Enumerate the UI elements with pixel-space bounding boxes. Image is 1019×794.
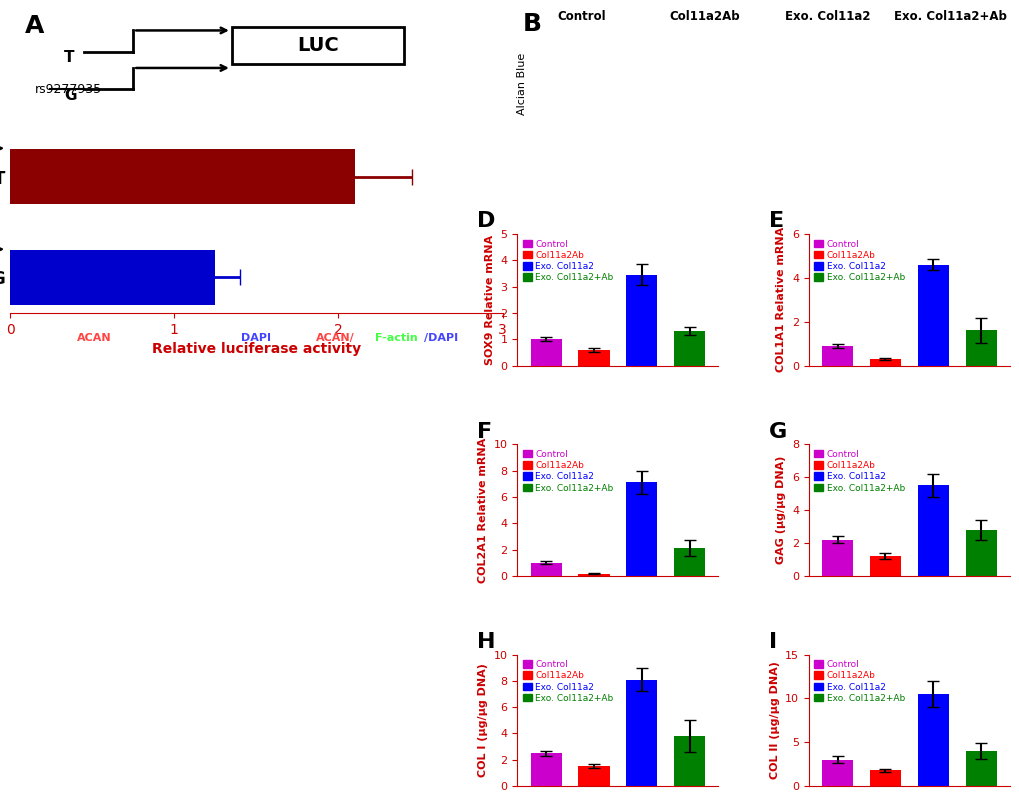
- Legend: Control, Col11a2Ab, Exo. Col11a2, Exo. Col11a2+Ab: Control, Col11a2Ab, Exo. Col11a2, Exo. C…: [522, 449, 614, 493]
- Bar: [917, 264, 948, 365]
- Bar: [674, 736, 704, 786]
- Bar: [965, 530, 996, 576]
- Text: Exo. Col11a2+Ab: Exo. Col11a2+Ab: [15, 656, 25, 740]
- Text: D: D: [477, 211, 495, 232]
- Text: H: H: [477, 632, 495, 652]
- Y-axis label: COL2A1 Relative mRNA: COL2A1 Relative mRNA: [478, 437, 488, 583]
- Text: I: I: [768, 632, 776, 652]
- Text: G: G: [768, 422, 786, 441]
- Text: Control: Control: [556, 10, 605, 23]
- Bar: [10, 250, 215, 305]
- Bar: [626, 680, 656, 786]
- Bar: [965, 330, 996, 365]
- Text: ACAN: ACAN: [76, 333, 111, 343]
- Legend: Control, Col11a2Ab, Exo. Col11a2, Exo. Col11a2+Ab: Control, Col11a2Ab, Exo. Col11a2, Exo. C…: [522, 239, 614, 283]
- Text: B: B: [522, 12, 541, 37]
- Bar: [674, 548, 704, 576]
- Legend: Control, Col11a2Ab, Exo. Col11a2, Exo. Col11a2+Ab: Control, Col11a2Ab, Exo. Col11a2, Exo. C…: [812, 239, 905, 283]
- Bar: [10, 148, 355, 204]
- Text: A: A: [24, 14, 44, 38]
- Text: T: T: [64, 51, 74, 65]
- Bar: [821, 346, 852, 365]
- Bar: [821, 760, 852, 786]
- Text: Control: Control: [15, 348, 25, 384]
- Legend: Control, Col11a2Ab, Exo. Col11a2, Exo. Col11a2+Ab: Control, Col11a2Ab, Exo. Col11a2, Exo. C…: [812, 659, 905, 703]
- Text: E: E: [768, 211, 783, 232]
- Bar: [530, 563, 561, 576]
- Text: F: F: [477, 422, 492, 441]
- Text: Exo. Col11a2: Exo. Col11a2: [15, 549, 25, 612]
- Bar: [821, 540, 852, 576]
- Bar: [917, 694, 948, 786]
- Text: G: G: [64, 88, 76, 103]
- Y-axis label: GAG (μg/μg DNA): GAG (μg/μg DNA): [775, 456, 786, 565]
- Text: Exo. Col11a2+Ab: Exo. Col11a2+Ab: [894, 10, 1006, 23]
- Legend: Control, Col11a2Ab, Exo. Col11a2, Exo. Col11a2+Ab: Control, Col11a2Ab, Exo. Col11a2, Exo. C…: [812, 449, 905, 493]
- Bar: [578, 766, 609, 786]
- FancyBboxPatch shape: [231, 27, 404, 64]
- Legend: Control, Col11a2Ab, Exo. Col11a2, Exo. Col11a2+Ab: Control, Col11a2Ab, Exo. Col11a2, Exo. C…: [522, 659, 614, 703]
- Text: DAPI: DAPI: [242, 333, 271, 343]
- Text: rs9277935: rs9277935: [35, 83, 102, 96]
- Y-axis label: COL1A1 Relative mRNA: COL1A1 Relative mRNA: [775, 227, 786, 372]
- Text: F-actin: F-actin: [374, 333, 417, 343]
- Text: ACAN/: ACAN/: [315, 333, 354, 343]
- Text: /DAPI: /DAPI: [424, 333, 458, 343]
- Text: C: C: [20, 337, 39, 361]
- Bar: [869, 359, 900, 365]
- Text: LUC: LUC: [297, 36, 338, 55]
- Bar: [917, 485, 948, 576]
- X-axis label: Relative luciferase activity: Relative luciferase activity: [152, 342, 361, 357]
- Bar: [869, 770, 900, 786]
- Y-axis label: COL II (μg/μg DNA): COL II (μg/μg DNA): [768, 661, 779, 779]
- Bar: [626, 275, 656, 365]
- Bar: [626, 483, 656, 576]
- Bar: [530, 339, 561, 365]
- Text: Col11a2Ab: Col11a2Ab: [15, 445, 25, 498]
- Bar: [530, 754, 561, 786]
- Y-axis label: COL I (μg/μg DNA): COL I (μg/μg DNA): [478, 664, 488, 777]
- Bar: [578, 349, 609, 365]
- Bar: [965, 751, 996, 786]
- Bar: [578, 574, 609, 576]
- Bar: [869, 556, 900, 576]
- Y-axis label: SOX9 Relative mRNA: SOX9 Relative mRNA: [484, 235, 494, 365]
- Text: Alcian Blue: Alcian Blue: [517, 53, 527, 115]
- Text: Col11a2Ab: Col11a2Ab: [668, 10, 739, 23]
- Bar: [674, 331, 704, 365]
- Text: Exo. Col11a2: Exo. Col11a2: [784, 10, 869, 23]
